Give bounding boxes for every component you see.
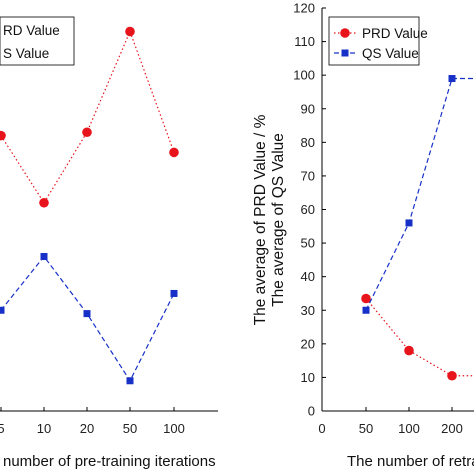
- right-y-tick-label: 120: [293, 1, 315, 16]
- right-x-tick-label: 100: [398, 421, 420, 436]
- left-point-prd: [125, 26, 135, 37]
- right-point-prd: [361, 293, 371, 304]
- right-legend-box: [328, 16, 420, 66]
- left-axis: 5 10 20 50 100 number of pre-training iterat…: [0, 407, 218, 470]
- left-point-prd: [82, 127, 92, 138]
- right-y-ticks: 0 10 20 30 40 50 60 70 80 90 100 110 120: [293, 1, 326, 419]
- right-point-qs: [405, 219, 413, 227]
- right-x-tick-label: 200: [441, 421, 463, 436]
- right-y-tick-label: 50: [301, 236, 315, 251]
- left-series-group: [0, 26, 179, 385]
- left-x-ticks: 5 10 20 50 100: [0, 407, 185, 436]
- left-point-qs: [170, 289, 178, 297]
- right-legend-marker-qs: [341, 49, 349, 57]
- right-axis: 0 10 20 30 40 50 60 70 80 90 100 110 120 0 50 100 200 T…: [293, 1, 474, 470]
- left-point-qs: [40, 253, 48, 261]
- right-y-tick-label: 80: [301, 135, 315, 150]
- right-y-tick-label: 20: [301, 336, 315, 351]
- right-y-tick-label: 60: [301, 202, 315, 217]
- right-x-ticks: 0 50 100 200: [318, 407, 463, 436]
- left-point-prd: [0, 130, 6, 141]
- left-point-prd: [169, 147, 179, 158]
- right-point-qs: [362, 306, 370, 314]
- right-legend-marker-prd: [340, 28, 350, 38]
- right-point-prd: [404, 345, 414, 356]
- left-legend: RD Value S Value: [0, 16, 75, 66]
- right-y-tick-label: 10: [301, 370, 315, 385]
- left-legend-label-qs: S Value: [3, 46, 49, 61]
- left-x-tick-label: 20: [80, 421, 94, 436]
- right-legend: PRD Value QS Value: [328, 16, 428, 66]
- right-series-line-qs: [365, 77, 474, 311]
- left-x-tick-label: 100: [163, 421, 185, 436]
- left-point-qs: [126, 377, 134, 385]
- right-point-qs: [448, 75, 456, 83]
- right-point-prd: [447, 370, 457, 381]
- right-y-axis-label-2: The average of QS Value: [270, 133, 287, 307]
- left-point-prd: [39, 197, 49, 208]
- right-series-group: [361, 75, 474, 381]
- left-x-tick-label: 5: [0, 421, 5, 436]
- right-chart: The average of PRD Value / % The average…: [252, 1, 474, 470]
- right-y-tick-label: 0: [308, 404, 315, 419]
- left-chart: 5 10 20 50 100 number of pre-training iterat…: [0, 16, 218, 470]
- right-x-tick-label: 50: [359, 421, 373, 436]
- right-x-tick-label: 0: [318, 421, 325, 436]
- left-legend-label-prd: RD Value: [3, 23, 60, 38]
- right-y-tick-label: 90: [301, 101, 315, 116]
- left-point-qs: [0, 306, 5, 314]
- right-y-tick-label: 40: [301, 269, 315, 284]
- right-y-axis-label-1: The average of PRD Value / %: [252, 114, 269, 325]
- left-x-tick-label: 10: [37, 421, 51, 436]
- right-x-axis-label: The number of retrain: [347, 453, 474, 470]
- left-legend-box: [0, 16, 75, 66]
- right-y-tick-label: 30: [301, 303, 315, 318]
- left-x-axis-label: number of pre-training iterations: [3, 453, 216, 470]
- right-legend-label-prd: PRD Value: [362, 26, 428, 41]
- left-point-qs: [83, 310, 91, 318]
- left-series-line-qs: [0, 255, 175, 382]
- right-y-tick-label: 70: [301, 168, 315, 183]
- right-series-line-prd: [365, 298, 474, 377]
- right-y-axis-title: The average of PRD Value / % The average…: [252, 114, 287, 325]
- right-y-tick-label: 110: [294, 34, 315, 49]
- left-x-tick-label: 50: [123, 421, 137, 436]
- right-y-tick-label: 100: [293, 68, 315, 83]
- right-legend-label-qs: QS Value: [362, 46, 419, 61]
- left-series-line-prd: [0, 29, 175, 204]
